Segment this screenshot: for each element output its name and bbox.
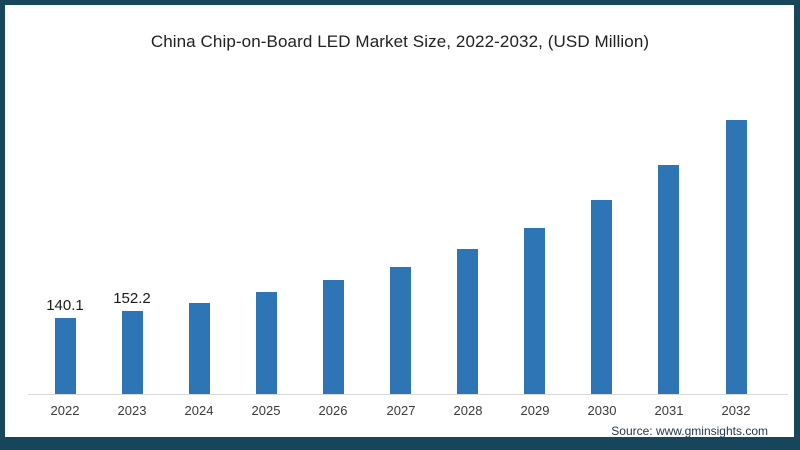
x-axis-tick-label-2027: 2027: [386, 403, 416, 418]
x-axis-tick-label-2031: 2031: [654, 403, 684, 418]
bar-2028: [457, 249, 478, 394]
data-label-2023: 152.2: [113, 290, 151, 307]
frame-border-right: [794, 0, 800, 450]
x-axis-tick-label-2022: 2022: [50, 403, 80, 418]
bar-2025: [256, 292, 277, 394]
frame-border-left: [0, 0, 5, 450]
data-label-2022: 140.1: [46, 297, 84, 314]
bar-2030: [591, 200, 612, 394]
x-axis-tick-label-2025: 2025: [251, 403, 281, 418]
x-axis-tick-label-2029: 2029: [520, 403, 550, 418]
frame-border-top: [0, 0, 800, 5]
bar-2027: [390, 267, 411, 394]
x-axis-tick-label-2028: 2028: [453, 403, 483, 418]
bar-2024: [189, 303, 210, 394]
source-attribution: Source: www.gminsights.com: [611, 424, 768, 438]
x-axis-tick-label-2023: 2023: [117, 403, 147, 418]
bar-2032: [726, 120, 747, 394]
frame-border-bottom: [0, 437, 800, 450]
bar-2023: [122, 311, 143, 394]
bar-2022: [55, 318, 76, 394]
x-axis-tick-label-2026: 2026: [318, 403, 348, 418]
x-axis-tick-label-2032: 2032: [721, 403, 751, 418]
x-axis-tick-label-2030: 2030: [587, 403, 617, 418]
chart-title: China Chip-on-Board LED Market Size, 202…: [150, 32, 650, 51]
bar-2029: [524, 228, 545, 394]
bar-2026: [323, 280, 344, 394]
x-axis-line: [28, 394, 788, 395]
bar-2031: [658, 165, 679, 394]
x-axis-tick-label-2024: 2024: [184, 403, 214, 418]
